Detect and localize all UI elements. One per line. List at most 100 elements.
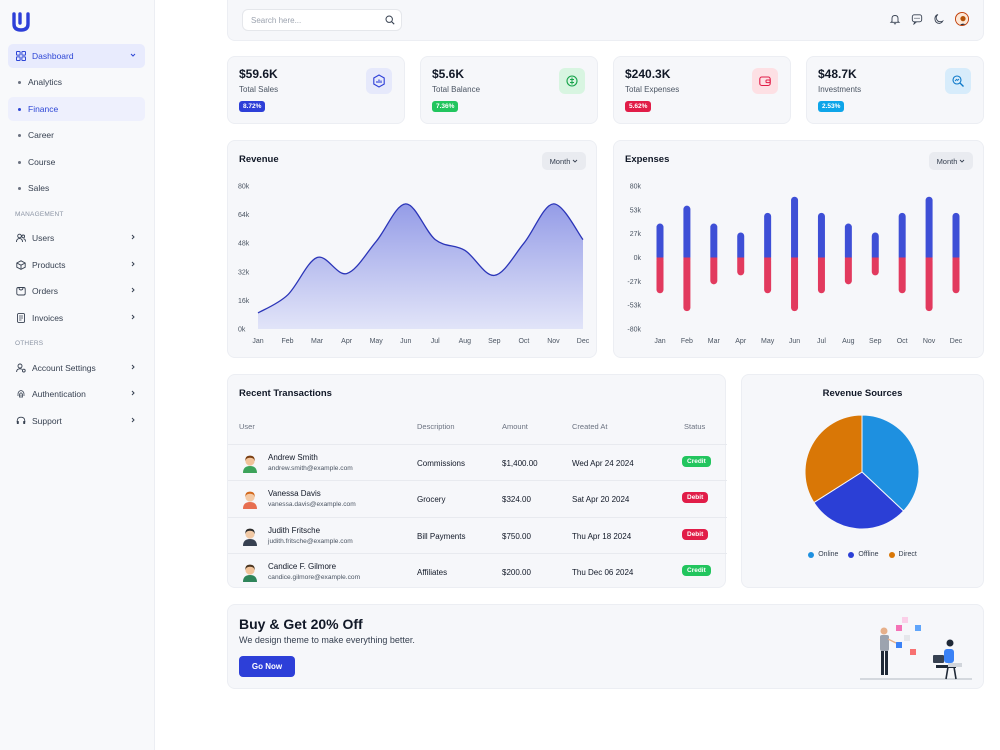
expense-bar-negative [710,257,718,285]
y-tick-label: 48k [238,241,250,248]
amount-cell: $324.00 [502,495,531,505]
expense-bar-negative [683,257,691,312]
fingerprint-icon [17,390,25,399]
expense-bar-negative [737,257,745,276]
table-row[interactable]: Candice F. Gilmore candice.gilmore@examp… [228,552,727,589]
stat-card-investments[interactable]: $48.7K Investments 2.53% [806,56,984,124]
sidebar-item-finance[interactable]: Finance [8,96,145,121]
legend-label: Direct [898,551,917,558]
expense-bar-positive [683,205,691,261]
search-input[interactable] [243,10,373,31]
table-row[interactable]: Judith Fritsche judith.fritsche@example.… [228,516,727,553]
legend-label: Online [818,551,839,558]
stat-card-total-expenses[interactable]: $240.3K Total Expenses 5.62% [613,56,791,124]
sidebar-item-authentication[interactable]: Authentication [8,382,145,406]
panel-title: Recent Transactions [239,388,332,399]
search-icon[interactable] [385,15,395,25]
promo-banner: Buy & Get 20% Off We design theme to mak… [227,604,984,689]
sidebar-item-dashboard[interactable]: Dashboard [8,44,145,68]
sidebar-item-orders[interactable]: Orders [8,279,145,303]
y-tick-label: 32k [238,269,250,276]
sidebar-item-course[interactable]: Course [8,150,145,174]
status-badge: Debit [682,528,709,540]
promo-subtitle: We design theme to make everything bette… [239,635,415,645]
sidebar-item-support[interactable]: Support [8,409,145,433]
panel-title: Revenue Sources [822,388,903,399]
brand-logo-icon[interactable] [12,12,30,32]
legend-item-offline[interactable]: Offline [848,551,879,558]
promo-title: Buy & Get 20% Off [239,616,363,632]
sidebar-item-label: Authentication [32,389,86,400]
stat-value: $59.6K [239,67,278,81]
sidebar-item-invoices[interactable]: Invoices [8,306,145,330]
sidebar-item-label: Invoices [32,312,64,323]
x-tick-label: Feb [681,338,693,345]
user-settings-icon [16,363,26,373]
revenue-area [258,203,583,329]
stat-card-total-balance[interactable]: $5.6K Total Balance 7.36% [420,56,598,124]
sidebar-item-label: Products [32,259,66,270]
stat-change-badge: 2.53% [818,101,845,112]
wallet-icon [759,76,771,87]
x-tick-label: Feb [282,338,294,345]
chat-icon[interactable] [911,13,923,25]
sidebar-item-users[interactable]: Users [8,226,145,250]
y-tick-label: -53k [627,302,641,309]
sidebar-item-account-settings[interactable]: Account Settings [8,356,145,380]
expense-bar-negative [656,257,664,294]
sidebar-item-label: Users [32,233,55,244]
created-at-cell: Thu Apr 18 2024 [572,531,632,541]
chevron-right-icon [131,364,135,370]
user-avatar-icon [956,13,968,25]
x-tick-label: May [370,338,384,345]
user-name: Vanessa Davis [268,489,321,499]
x-tick-label: Jun [789,338,800,345]
coins-icon [566,75,578,87]
promo-illustration-icon [860,617,972,680]
pie-legend: Online Offline Direct [742,551,983,558]
expense-bar-negative [764,257,772,294]
bell-icon[interactable] [889,13,901,25]
expenses-period-dropdown[interactable]: Month [929,152,973,170]
x-tick-label: Jul [817,338,826,345]
sidebar-item-analytics[interactable]: Analytics [8,70,145,94]
sidebar: Dashboard Analytics Finance Career Cours… [0,0,155,750]
pie-slice-offline [813,471,905,530]
legend-item-online[interactable]: Online [808,551,838,558]
stat-change-badge: 8.72% [239,101,266,112]
sidebar-item-sales[interactable]: Sales [8,176,145,200]
revenue-panel: Revenue Month 0k 16k 32k 48k 64k 80k Jan Feb Mar… [227,140,597,358]
legend-item-direct[interactable]: Direct [888,551,917,558]
created-at-cell: Wed Apr 24 2024 [572,459,634,468]
moon-icon[interactable] [933,13,945,25]
expense-bar-negative [791,257,799,312]
table-row[interactable]: Vanessa Davis vanessa.davis@example.com … [228,480,727,516]
sidebar-item-products[interactable]: Products [8,253,145,277]
chevron-right-icon [131,314,135,319]
go-now-button[interactable]: Go Now [239,656,295,677]
expense-bar-join [925,257,933,261]
chart-icon [373,74,385,88]
y-tick-label: 53k [630,208,642,215]
sidebar-item-career[interactable]: Career [8,123,145,147]
expense-bar-positive [791,196,799,261]
stat-label: Total Sales [239,85,279,94]
y-tick-label: -80k [627,327,641,334]
expense-bar-negative [817,257,825,294]
x-tick-label: Aug [842,338,855,345]
section-heading-others: OTHERS [15,340,44,348]
x-tick-label: Dec [577,338,590,345]
chevron-right-icon [131,417,135,423]
expense-bar-positive [898,212,906,261]
revenue-period-dropdown[interactable]: Month [542,152,586,170]
table-row[interactable]: Andrew Smith andrew.smith@example.com Co… [228,444,727,480]
top-bar [227,0,984,41]
avatar[interactable] [955,12,969,26]
expense-bar-positive [844,223,852,261]
legend-dot [808,551,815,558]
stat-card-total-sales[interactable]: $59.6K Total Sales 8.72% [227,56,405,124]
users-icon [16,234,26,243]
search-box [242,9,402,31]
expense-bar-join [844,257,852,261]
status-badge: Debit [682,492,709,504]
